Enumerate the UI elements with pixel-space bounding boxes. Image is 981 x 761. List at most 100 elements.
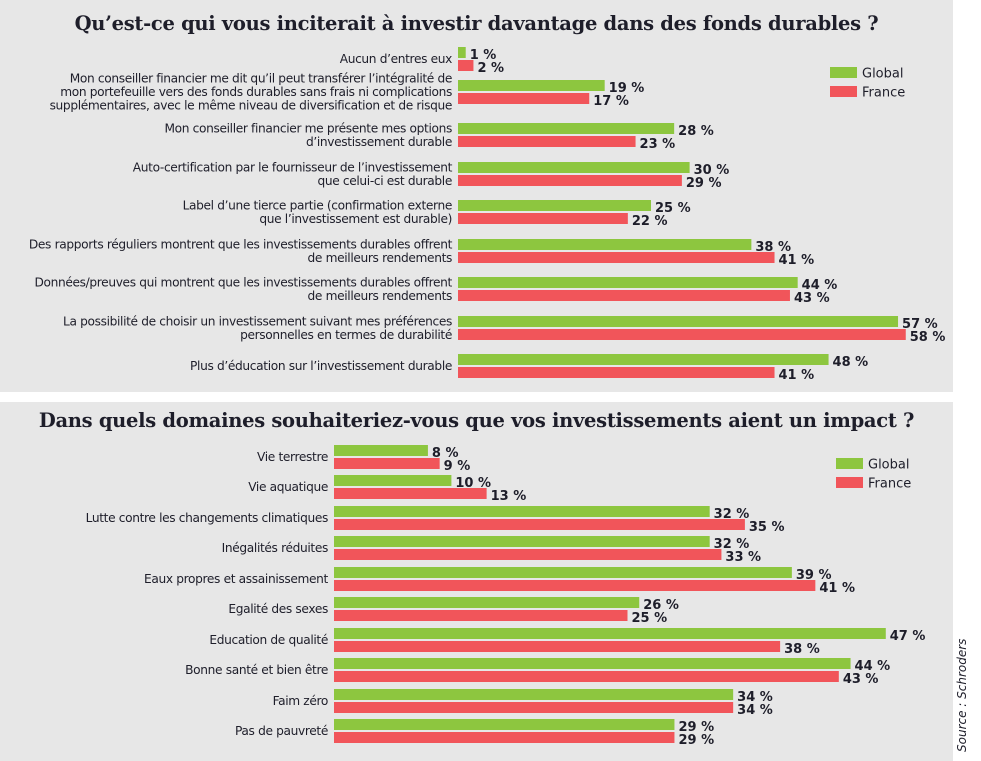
bar-france [458,367,775,378]
bar-france [458,93,590,104]
value-label-global: 32 % [714,537,750,552]
value-label-global: 26 % [643,598,679,613]
bar-france [334,702,734,713]
value-label-global: 57 % [902,317,938,332]
bar-global [458,316,899,327]
bar-france [458,252,775,263]
value-label-global: 44 % [802,278,838,293]
bar-france [458,290,790,301]
chart-panel-top: Qu’est-ce qui vous inciterait à investir… [0,0,953,392]
bar-france [334,641,781,652]
value-label-france: 13 % [491,489,527,504]
category-label: Auto-certification par le fournisseur de… [133,160,453,174]
bar-france [458,60,474,71]
bar-global [334,658,851,669]
bar-france [458,213,628,224]
category-label: Vie terrestre [257,450,328,464]
value-label-global: 32 % [714,507,750,522]
bar-global [458,162,690,173]
category-label: Bonne santé et bien être [185,663,328,677]
bar-france [334,519,745,530]
value-label-france: 41 % [779,368,815,383]
category-label: Lutte contre les changements climatiques [86,511,328,525]
bar-france [334,549,722,560]
value-label-france: 23 % [640,137,676,152]
value-label-france: 17 % [593,94,629,109]
bar-france [334,610,628,621]
bar-chart-bottom: Vie terrestre 8 %9 % Vie aquatique 10 %13 %… [86,445,926,748]
bar-global [458,80,605,91]
value-label-france: 58 % [910,330,946,345]
bar-france [458,136,636,147]
bar-france [334,671,839,682]
value-label-france: 41 % [779,253,815,268]
bar-global [334,567,792,578]
category-label: Vie aquatique [248,480,328,494]
value-label-global: 1 % [470,48,497,63]
value-label-global: 47 % [890,629,926,644]
value-label-global: 28 % [678,124,714,139]
bar-france [334,580,816,591]
bar-global [458,277,798,288]
bar-france [334,488,487,499]
value-label-global: 19 % [609,81,645,96]
value-label-global: 10 % [455,476,491,491]
value-label-global: 39 % [796,568,832,583]
category-label: Mon conseiller financier me dit qu’il pe… [70,72,452,86]
value-label-france: 34 % [737,703,773,718]
legend-swatch-france [836,477,863,488]
value-label-global: 48 % [833,355,869,370]
bar-france [458,175,682,186]
bar-global [334,628,886,639]
value-label-france: 35 % [749,520,785,535]
category-label: La possibilité de choisir un investissem… [63,314,452,328]
category-label: Eaux propres et assainissement [144,572,329,586]
chart-title-bottom: Dans quels domaines souhaiteriez-vous qu… [38,409,915,432]
value-label-global: 8 % [432,446,459,461]
category-label: que celui-ci est durable [317,174,452,188]
value-label-france: 29 % [678,733,714,748]
value-label-global: 34 % [737,690,773,705]
category-label: Mon conseiller financier me présente mes… [164,121,452,135]
category-label: personnelles en termes de durabilité [240,328,452,342]
category-label: mon portefeuille vers des fonds durables… [60,85,452,99]
category-label: Plus d’éducation sur l’investissement du… [190,359,452,373]
value-label-france: 38 % [784,642,820,657]
category-label: Inégalités réduites [222,541,328,555]
bar-france [334,732,675,743]
legend-label-france: France [862,86,905,101]
legend-label-global: Global [868,458,909,473]
bar-france [334,458,440,469]
value-label-france: 41 % [819,581,855,596]
category-label: d’investissement durable [306,135,452,149]
legend-swatch-global [830,67,857,78]
category-label: Education de qualité [209,633,328,647]
bar-global [334,445,428,456]
bar-global [334,597,640,608]
value-label-france: 29 % [686,176,722,191]
category-label: supplémentaires, avec le même niveau de … [50,99,452,113]
source-note: Source : Schroders [955,638,969,752]
category-label: Pas de pauvreté [235,724,328,738]
bar-global [334,536,710,547]
value-label-france: 22 % [632,214,668,229]
bar-global [458,354,829,365]
value-label-france: 2 % [477,61,504,76]
value-label-global: 38 % [755,240,791,255]
category-label: Données/preuves qui montrent que les inv… [34,275,452,289]
bar-chart-top: Aucun d’entres eux 1 %2 % Mon conseiller f… [29,47,946,383]
bar-france [458,329,906,340]
value-label-global: 25 % [655,201,691,216]
category-label: de meilleurs rendements [308,251,452,265]
category-label: que l’investissement est durable) [259,212,452,226]
bar-global [458,123,675,134]
category-label: Egalité des sexes [228,602,328,616]
legend-swatch-global [836,458,863,469]
legend-label-france: France [868,477,911,492]
value-label-france: 33 % [725,550,761,565]
category-label: Aucun d’entres eux [340,52,452,66]
bar-global [458,239,752,250]
value-label-france: 9 % [444,459,471,474]
bar-global [334,506,710,517]
category-label: Label d’une tierce partie (confirmation … [183,198,452,212]
